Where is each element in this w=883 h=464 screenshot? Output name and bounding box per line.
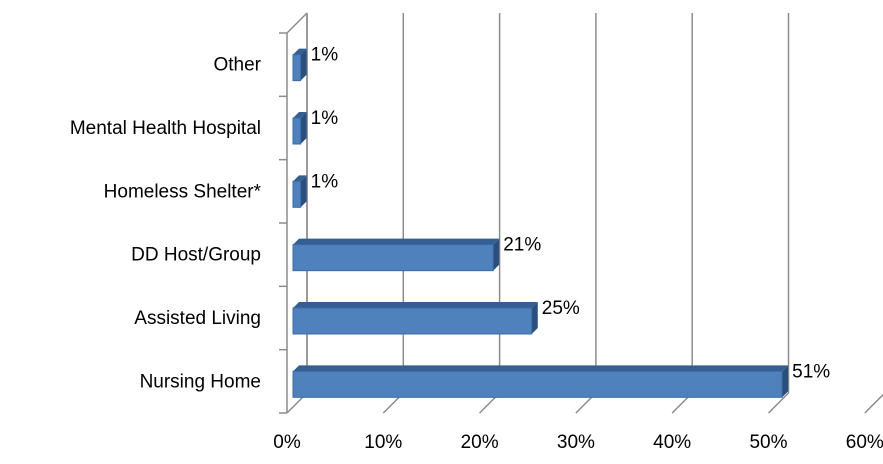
data-label: 1% (311, 108, 339, 129)
bar (292, 48, 307, 82)
category-label: Nursing Home (140, 371, 261, 392)
bar-top (293, 302, 538, 308)
bar-face (292, 54, 302, 82)
data-label: 1% (311, 45, 339, 66)
bar-top (293, 48, 307, 55)
bars (292, 48, 789, 398)
bar-top (293, 365, 789, 372)
bar-side (782, 365, 789, 398)
bar-top (293, 112, 307, 118)
bar (292, 112, 307, 145)
data-label: 25% (542, 298, 580, 319)
bar (292, 302, 538, 335)
floor-line-5 (767, 392, 790, 414)
category-label: Homeless Shelter* (104, 181, 262, 202)
bar-side (300, 175, 307, 208)
x-tick-label: 40% (653, 432, 691, 453)
x-tick-label: 10% (364, 432, 402, 453)
x-tick-label: 50% (749, 432, 787, 453)
data-label: 1% (311, 171, 339, 192)
bar-side (531, 302, 538, 334)
bar (292, 365, 789, 398)
bar (292, 238, 500, 272)
bar-face (292, 307, 533, 335)
x-tick-label: 30% (557, 432, 595, 453)
bar-face (292, 180, 302, 208)
bar-side (493, 238, 500, 271)
data-label: 51% (792, 361, 830, 382)
x-tick-label: 20% (461, 432, 499, 453)
labels: 0% 10% 20% 30% 40% 50% 60% 51% Nursing Home 25% As… (70, 45, 883, 453)
category-label: Other (213, 55, 261, 76)
x-tick-label: 0% (273, 432, 301, 453)
bar (292, 175, 307, 208)
floor-line-6 (864, 393, 883, 414)
x-tick-label: 60% (846, 432, 883, 453)
category-label: DD Host/Group (131, 245, 261, 266)
bar-face (292, 370, 783, 398)
gridlines (286, 13, 883, 414)
bar-side (300, 112, 307, 144)
category-label: Mental Health Hospital (70, 118, 261, 139)
wall-top-edge (286, 12, 308, 34)
bar-face (292, 244, 494, 272)
bar-top (293, 175, 307, 182)
bar-side (300, 48, 307, 81)
category-label: Assisted Living (134, 308, 261, 329)
data-label: 21% (503, 235, 541, 256)
bar-top (293, 238, 500, 245)
bar-face (292, 117, 302, 145)
